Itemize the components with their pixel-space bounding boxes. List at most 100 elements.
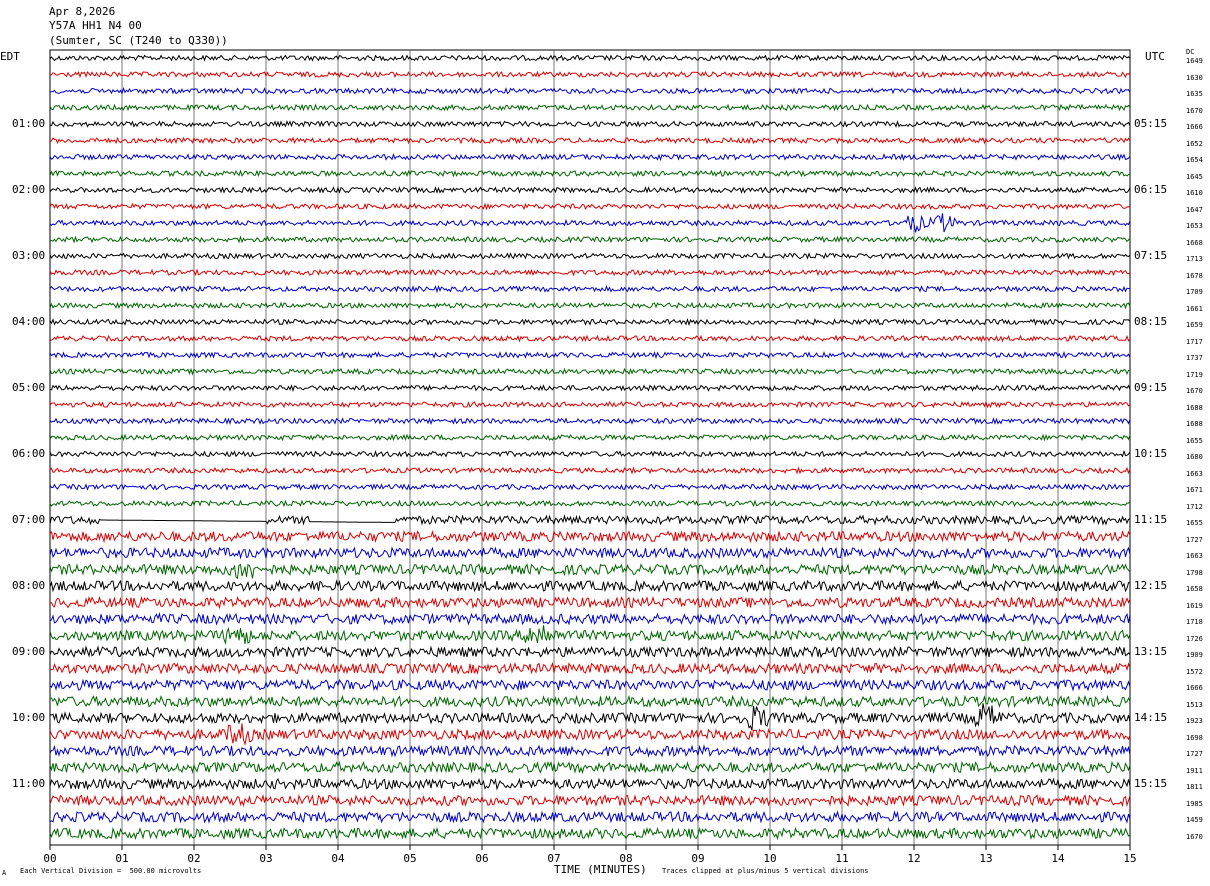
edt-time-label: 05:00 [12,381,46,394]
seismic-trace [49,317,1131,327]
dc-offset-value: 1719 [1186,370,1203,379]
x-axis-title: TIME (MINUTES) [554,863,647,876]
x-tick-label: 08 [619,852,633,865]
dc-offset-value: 1985 [1186,799,1203,808]
seismic-trace [49,235,1131,244]
dc-offset-value: 1630 [1186,73,1203,82]
utc-time-label: 12:15 [1134,579,1168,592]
edt-time-label: 02:00 [12,183,46,196]
station-location: (Sumter, SC (T240 to Q330)) [49,34,228,47]
seismic-trace [49,384,1131,392]
seismic-trace [49,86,1131,95]
seismic-trace [49,466,1131,475]
dc-offset-value: 1654 [1186,156,1203,164]
utc-time-label: 06:15 [1134,183,1168,196]
seismic-trace [49,268,1131,277]
seismic-trace [49,252,1131,260]
seismic-trace [49,678,1131,692]
edt-time-label: 01:00 [12,117,46,130]
dc-offset-value: 1688 [1186,420,1203,428]
dc-offset-value: 1653 [1186,222,1203,230]
edt-axis-label: EDT [0,50,20,63]
x-tick-label: 05 [403,852,417,865]
seismic-trace [49,301,1131,310]
dc-offset-value: 1727 [1186,750,1203,758]
seismic-trace [49,579,1131,593]
seismic-trace [49,826,1131,841]
dc-offset-value: 1911 [1186,766,1203,775]
edt-time-label: 07:00 [12,513,46,526]
seismic-trace [49,202,1131,211]
trace-group [49,53,1131,841]
seismic-trace [49,810,1131,824]
clipping-note: Traces clipped at plus/minus 5 vertical … [662,867,869,875]
station-date: Apr 8,2026 [49,5,116,18]
dc-offset-value: 1649 [1186,57,1203,65]
x-tick-label: 06 [475,852,489,865]
x-tick-label: 10 [763,852,777,865]
station-channel: Y57A HH1 N4 00 [49,19,142,32]
dc-offset-value: 1655 [1186,436,1203,445]
dc-offset-value: 1717 [1186,337,1203,346]
dc-offset-value: 1668 [1186,238,1203,247]
seismic-trace [49,703,1131,731]
edt-time-label: 09:00 [12,645,46,658]
dc-offset-value: 1678 [1186,271,1203,280]
seismic-trace [49,562,1131,580]
seismic-trace [49,169,1131,178]
dc-offset-value: 1663 [1186,552,1203,560]
dc-offset-value: 1459 [1186,816,1203,824]
edt-time-label: 11:00 [12,777,46,790]
seismic-trace [49,152,1131,162]
dc-offset-value: 1718 [1186,618,1203,626]
dc-offset-value: 1619 [1186,601,1203,610]
dc-offset-value: 1655 [1186,519,1203,527]
edt-time-label: 08:00 [12,579,46,592]
seismic-trace [49,350,1131,360]
dc-offset-value: 1652 [1186,139,1203,148]
seismic-trace [49,284,1131,294]
dc-offset-value: 1698 [1186,733,1203,742]
utc-time-label: 10:15 [1134,447,1168,460]
utc-time-label: 14:15 [1134,711,1168,724]
x-tick-label: 03 [259,852,273,865]
dc-offset-value: 1670 [1186,832,1203,841]
x-tick-label: 04 [331,852,345,865]
seismic-trace [49,213,1131,233]
seismic-trace [49,334,1131,343]
seismic-trace [49,417,1131,426]
seismic-trace [49,70,1131,79]
dc-offset-value: 1712 [1186,502,1203,511]
dc-offset-value: 1647 [1186,205,1203,214]
seismic-trace [49,483,1131,491]
dc-offset-value: 1671 [1186,486,1203,494]
x-tick-label: 12 [907,852,921,865]
utc-axis-label: UTC [1145,50,1165,63]
plot-frame [49,49,1131,846]
seismic-trace [49,546,1131,560]
seismic-trace [49,136,1131,145]
utc-time-label: 15:15 [1134,777,1168,790]
dc-offset-value: 1811 [1186,783,1203,791]
x-tick-label: 07 [547,852,561,865]
dc-offset-value: 1727 [1186,535,1203,544]
dc-offset-value: 1670 [1186,106,1203,115]
seismic-trace [49,433,1131,442]
dc-offset-value: 1513 [1186,700,1203,709]
utc-time-label: 07:15 [1134,249,1168,262]
x-tick-label: 00 [43,852,57,865]
utc-time-label: 11:15 [1134,513,1168,526]
dc-offset-value: 1670 [1186,387,1203,395]
footer-mark: A [2,869,7,877]
x-tick-label: 01 [115,852,129,865]
dc-offset-value: 1666 [1186,123,1203,131]
dc-offset-value: 1572 [1186,667,1203,676]
seismic-trace [49,529,1131,544]
dc-offset-value: 1688 [1186,403,1203,412]
seismic-trace [49,661,1131,676]
seismic-trace [49,694,1131,709]
utc-time-label: 08:15 [1134,315,1168,328]
seismic-trace [49,499,1131,508]
seismic-trace [49,760,1131,775]
